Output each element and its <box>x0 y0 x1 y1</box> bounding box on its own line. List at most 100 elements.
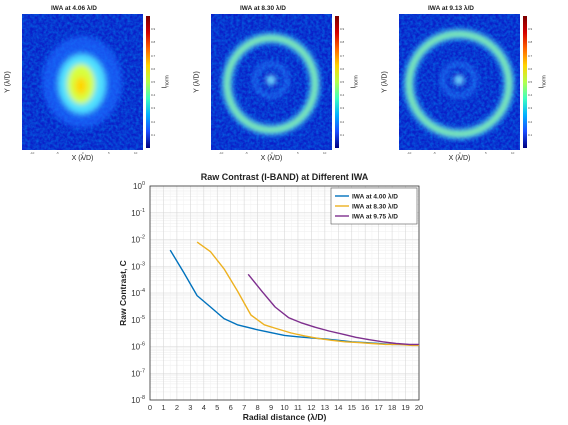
colorbar-label: Inorm <box>538 75 548 89</box>
y-tick-label: 10-2 <box>131 235 145 245</box>
colorbar-tick: 0.9 <box>528 27 533 32</box>
colorbar-tick: 0.2 <box>340 119 345 124</box>
center-spot <box>454 75 464 85</box>
map-x-tick: 10 <box>134 151 138 155</box>
x-axis-label: Radial distance (λ/D) <box>243 412 327 422</box>
x-tick-label: 14 <box>334 403 342 412</box>
x-tick-label: 6 <box>229 403 233 412</box>
colorbar-label: Inorm <box>350 75 360 89</box>
map-x-ticks: -10 -5 0 5 10 <box>211 151 332 155</box>
map-x-tick: 10 <box>511 151 515 155</box>
colorbar-tick: 0.9 <box>151 27 156 32</box>
colorbar-tick: 0.3 <box>528 106 533 111</box>
colorbar-tick: 0.7 <box>528 53 533 58</box>
outer-ring-peak <box>225 36 317 132</box>
map-x-tick: 0 <box>459 151 461 155</box>
map-x-tick: -10 <box>219 151 224 155</box>
colorbar-label: Inorm <box>161 75 171 89</box>
map-x-tick: 0 <box>271 151 273 155</box>
map-x-ticks: -10 -5 0 5 10 <box>22 151 143 155</box>
y-axis-label: Raw Contrast, C <box>118 260 128 326</box>
x-tick-label: 20 <box>415 403 423 412</box>
core-peak <box>75 77 87 95</box>
center-spot <box>266 75 276 85</box>
colorbar-tick: 0.1 <box>151 132 156 137</box>
legend-entry: IWA at 8.30 λ/D <box>352 203 398 211</box>
x-tick-label: 12 <box>307 403 315 412</box>
map-title: IWA at 8.30 λ/D <box>240 5 286 12</box>
x-tick-label: 17 <box>374 403 382 412</box>
map-x-tick: -5 <box>433 151 436 155</box>
colorbar-tick: 0.5 <box>340 80 345 84</box>
colorbar-tick: 0.6 <box>528 66 533 71</box>
colorbar-ticks: 0.9 0.8 0.7 0.6 0.5 0.4 0.3 0.2 0.1 <box>340 16 350 148</box>
chart-title: Raw Contrast (I-BAND) at Different IWA <box>201 172 369 182</box>
colorbar-tick: 0.2 <box>151 119 156 124</box>
map-x-tick: -5 <box>56 151 59 155</box>
x-tick-label: 19 <box>401 403 409 412</box>
y-tick-label: 10-1 <box>131 208 145 218</box>
x-tick-label: 8 <box>256 403 260 412</box>
map-x-tick: 5 <box>485 151 487 155</box>
map-panel-3: IWA at 9.13 λ/D Y (λ/D) -10 -5 0 5 10 X (λ/D… <box>381 0 556 162</box>
y-tick-label: 10-7 <box>131 368 145 378</box>
map-y-label: Y (λ/D) <box>4 71 12 93</box>
plot-frame <box>149 185 420 401</box>
x-tick-label: 3 <box>188 403 192 412</box>
map-y-label: Y (λ/D) <box>193 71 201 93</box>
colorbar-tick: 0.5 <box>528 80 533 84</box>
colorbar-tick: 0.4 <box>528 93 533 98</box>
colorbar <box>523 16 527 148</box>
map-x-label: X (λ/D) <box>448 155 471 162</box>
y-tick-label: 10-8 <box>131 395 145 405</box>
intensity-map <box>211 14 332 150</box>
map-x-tick: -5 <box>245 151 248 155</box>
legend-entry: IWA at 4.00 λ/D <box>352 193 398 201</box>
legend-entry: IWA at 9.75 λ/D <box>352 213 398 221</box>
x-tick-label: 4 <box>202 403 206 412</box>
y-tick-label: 10-6 <box>131 342 145 352</box>
x-tick-label: 2 <box>175 403 179 412</box>
y-tick-label: 10-5 <box>131 315 145 325</box>
y-tick-label: 10-3 <box>131 261 145 271</box>
colorbar-tick: 0.4 <box>151 93 156 98</box>
map-x-ticks: -10 -5 0 5 10 <box>399 151 520 155</box>
series-line <box>196 241 419 347</box>
y-tick-label: 100 <box>133 181 145 191</box>
colorbar-ticks: 0.9 0.8 0.7 0.6 0.5 0.4 0.3 0.2 0.1 <box>151 16 161 148</box>
map-panel-2: IWA at 8.30 λ/D Y (λ/D) -10 -5 0 5 10 X (λ/D… <box>193 0 368 162</box>
series-line <box>247 273 419 346</box>
colorbar-tick: 0.9 <box>340 27 345 32</box>
map-x-label: X (λ/D) <box>260 155 283 162</box>
map-x-tick: -10 <box>407 151 412 155</box>
colorbar-tick: 0.2 <box>528 119 533 124</box>
colorbar-tick: 0.5 <box>151 80 156 84</box>
colorbar-tick: 0.7 <box>151 53 156 58</box>
y-tick-label: 10-4 <box>131 288 145 298</box>
intensity-map <box>22 14 143 150</box>
map-x-label: X (λ/D) <box>71 155 94 162</box>
colorbar-tick: 0.8 <box>340 40 345 45</box>
colorbar-tick: 0.8 <box>151 40 156 45</box>
colorbar-tick: 0.6 <box>151 66 156 71</box>
x-tick-label: 10 <box>280 403 288 412</box>
map-x-tick: 0 <box>82 151 84 155</box>
legend <box>330 187 418 225</box>
colorbar-tick: 0.1 <box>340 132 345 137</box>
colorbar-tick: 0.1 <box>528 132 533 137</box>
intensity-map <box>399 14 520 150</box>
colorbar-tick: 0.6 <box>340 66 345 71</box>
x-tick-label: 5 <box>215 403 219 412</box>
map-x-tick: 10 <box>323 151 327 155</box>
colorbar-tick: 0.3 <box>151 106 156 111</box>
map-x-tick: -10 <box>30 151 35 155</box>
x-tick-label: 18 <box>388 403 396 412</box>
inner-ring <box>441 62 477 98</box>
x-tick-label: 7 <box>242 403 246 412</box>
colorbar-tick: 0.7 <box>340 53 345 58</box>
colorbar <box>335 16 339 148</box>
map-y-label: Y (λ/D) <box>381 71 389 93</box>
map-title: IWA at 9.13 λ/D <box>428 5 474 12</box>
x-tick-label: 16 <box>361 403 369 412</box>
x-tick-label: 9 <box>269 403 273 412</box>
